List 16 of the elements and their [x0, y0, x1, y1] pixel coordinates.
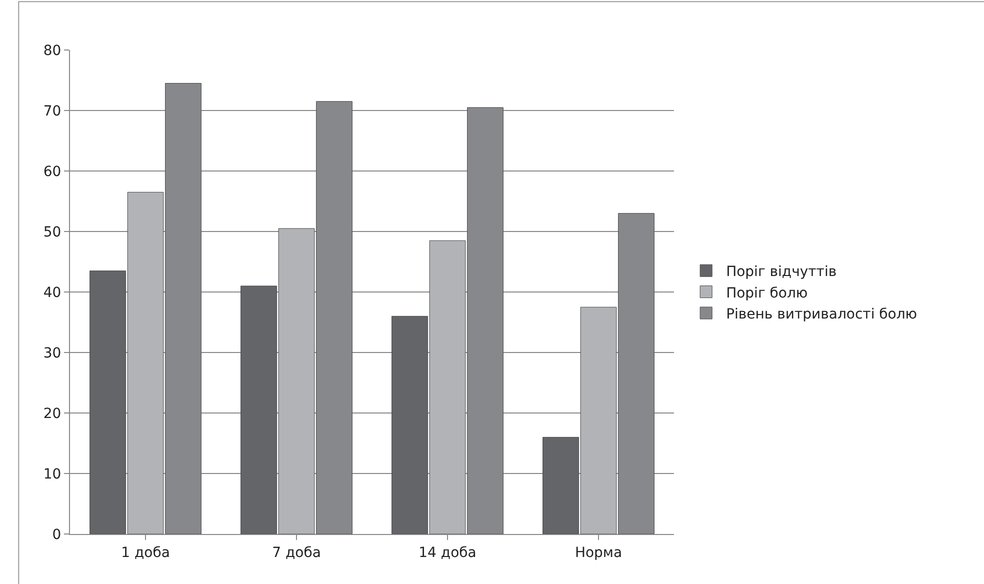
x-tick-label: 14 доба — [418, 544, 476, 561]
legend-label: Рівень витривалості болю — [726, 306, 918, 322]
legend-label: Поріг відчуттів — [726, 264, 837, 280]
x-tick-label: Норма — [574, 544, 622, 561]
y-tick-label: 50 — [43, 224, 62, 240]
x-tick-label: 7 доба — [272, 544, 321, 561]
y-tick-label: 60 — [43, 164, 62, 180]
y-tick-label: 80 — [43, 42, 62, 59]
y-tick-label: 20 — [43, 406, 62, 422]
y-tick-label: 40 — [43, 284, 62, 301]
y-tick-label: 0 — [52, 526, 62, 543]
y-tick-label: 10 — [43, 466, 62, 482]
y-tick-label: 70 — [43, 103, 62, 120]
legend-label: Поріг болю — [726, 285, 808, 302]
x-tick-label: 1 доба — [121, 544, 170, 561]
y-tick-label: 30 — [43, 345, 62, 362]
